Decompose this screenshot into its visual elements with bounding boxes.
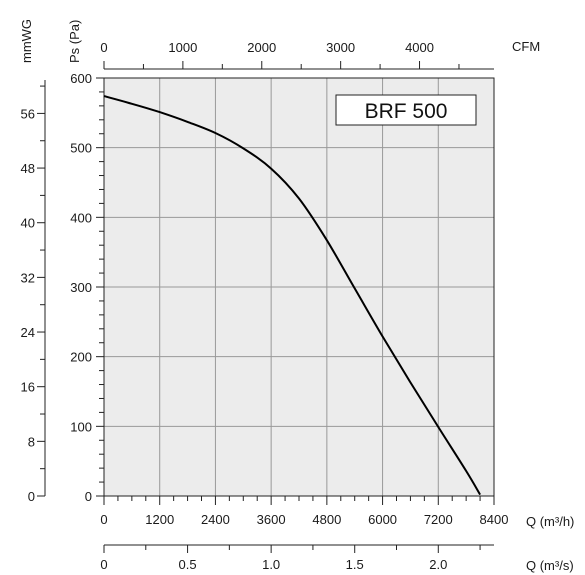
m3s-tick-label: 2.0 — [429, 557, 447, 572]
y-tick-label: 300 — [70, 280, 92, 295]
x-tick-label: 0 — [100, 512, 107, 527]
y-tick-label: 600 — [70, 71, 92, 86]
y-tick-label: 0 — [85, 489, 92, 504]
x-axis-m3h: 0 1200 2400 3600 4800 6000 7200 8400 — [100, 496, 508, 527]
m3s-tick-label: 0.5 — [179, 557, 197, 572]
y-tick-label: 400 — [70, 210, 92, 225]
mmwg-axis-label: mmWG — [19, 19, 34, 63]
cfm-axis-label: CFM — [512, 39, 540, 54]
m3s-axis-label: Q (m³/s) — [526, 558, 574, 573]
m3s-tick-label: 1.5 — [346, 557, 364, 572]
m3s-tick-label: 1.0 — [262, 557, 280, 572]
cfm-tick-label: 3000 — [326, 40, 355, 55]
x-tick-label: 7200 — [424, 512, 453, 527]
x-tick-label: 3600 — [257, 512, 286, 527]
x-axis-cfm: 0 1000 2000 3000 4000 — [100, 40, 494, 70]
mmwg-tick-label: 40 — [21, 216, 35, 231]
mmwg-tick-label: 16 — [21, 380, 35, 395]
grid — [104, 78, 494, 496]
m3h-axis-label: Q (m³/h) — [526, 514, 574, 529]
m3s-tick-label: 0 — [100, 557, 107, 572]
x-tick-label: 6000 — [368, 512, 397, 527]
mmwg-tick-label: 56 — [21, 106, 35, 121]
x-tick-label: 1200 — [145, 512, 174, 527]
cfm-tick-label: 4000 — [405, 40, 434, 55]
cfm-tick-label: 0 — [100, 40, 107, 55]
y-axis-mmwg: 0 8 16 24 32 40 48 56 — [21, 80, 46, 504]
x-tick-label: 8400 — [480, 512, 509, 527]
fan-curve-line — [103, 95, 481, 496]
model-label: BRF 500 — [365, 100, 448, 123]
mmwg-tick-label: 48 — [21, 161, 35, 176]
mmwg-tick-label: 8 — [28, 434, 35, 449]
model-label-box — [335, 94, 477, 126]
y-tick-label: 500 — [70, 141, 92, 156]
cfm-tick-label: 1000 — [168, 40, 197, 55]
mmwg-tick-label: 0 — [28, 489, 35, 504]
x-tick-label: 4800 — [312, 512, 341, 527]
y-tick-label: 100 — [70, 419, 92, 434]
ps-axis-label: Ps (Pa) — [67, 20, 82, 63]
y-axis-pa: 0 100 200 300 400 500 600 — [70, 71, 104, 504]
x-axis-m3s: 0 0.5 1.0 1.5 2.0 — [100, 544, 494, 572]
y-tick-label: 200 — [70, 350, 92, 365]
x-tick-label: 2400 — [201, 512, 230, 527]
mmwg-tick-label: 32 — [21, 270, 35, 285]
cfm-tick-label: 2000 — [247, 40, 276, 55]
mmwg-tick-label: 24 — [21, 325, 35, 340]
